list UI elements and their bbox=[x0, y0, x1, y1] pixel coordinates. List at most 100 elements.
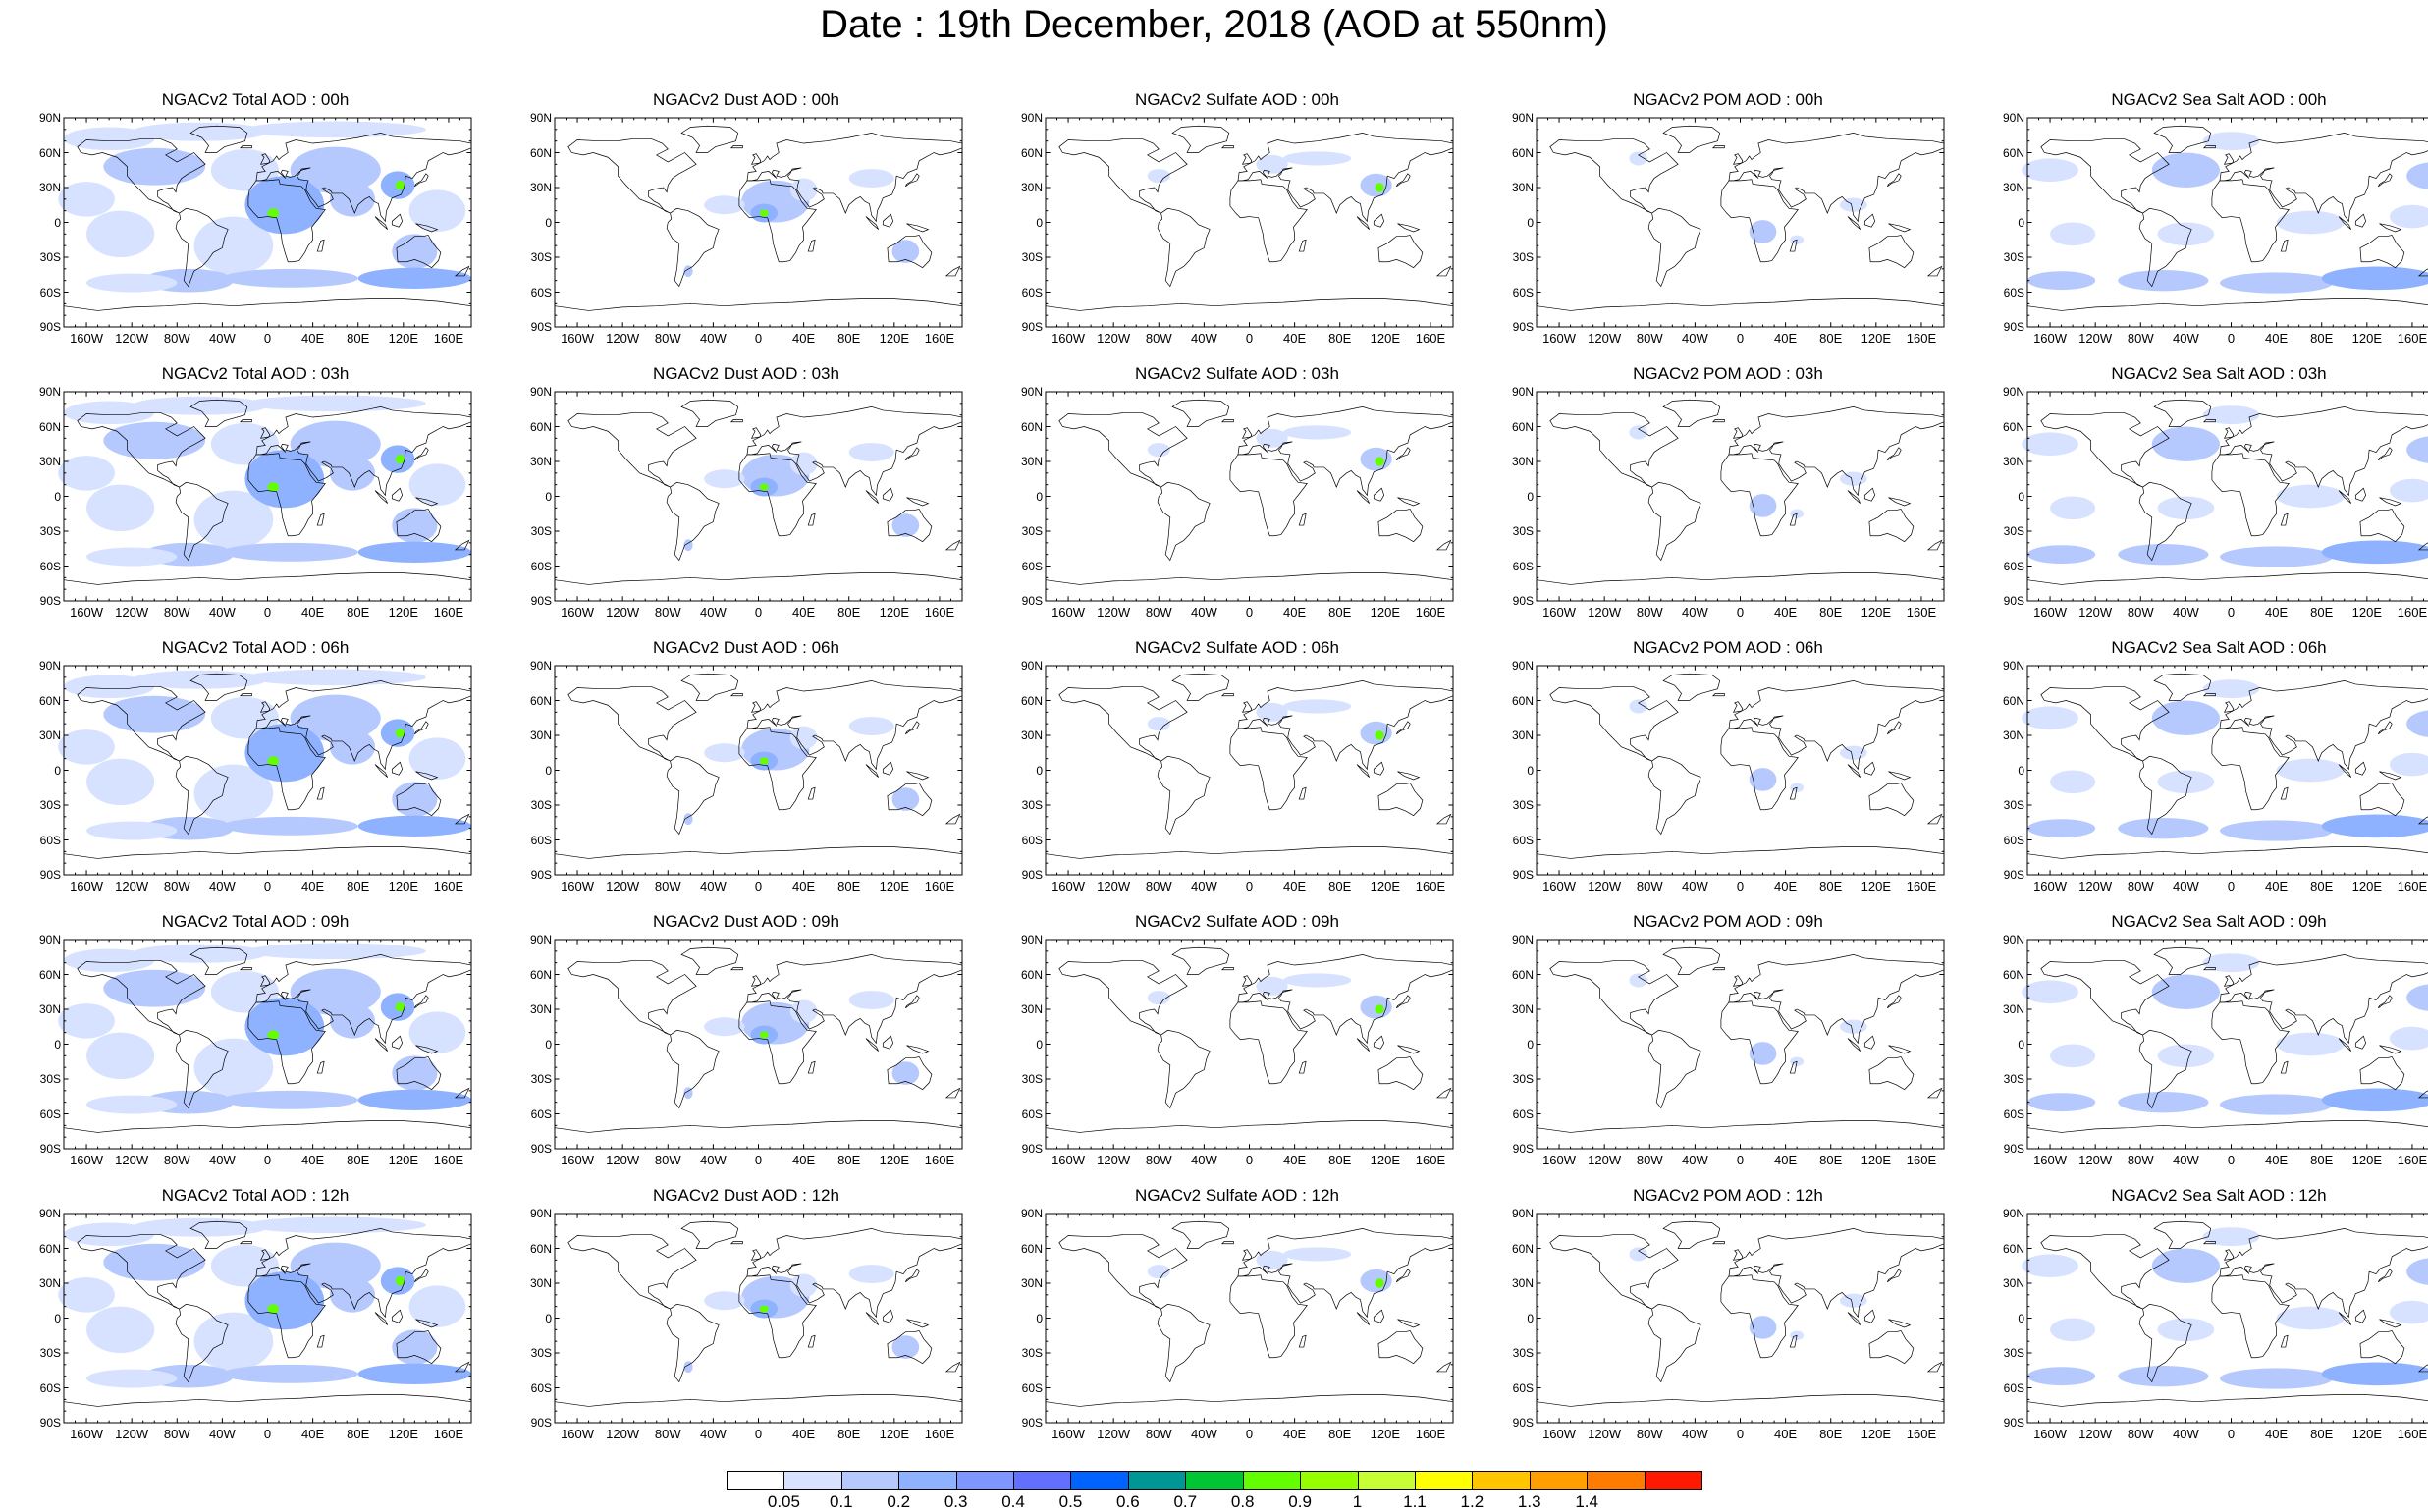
lat-tick-label: 30S bbox=[530, 524, 552, 538]
lon-tick-label: 40E bbox=[2265, 879, 2289, 893]
aod-patch bbox=[2276, 1306, 2345, 1330]
coastline bbox=[1729, 133, 1944, 221]
panel-title: NGACv2 Sea Salt AOD : 03h bbox=[2111, 364, 2327, 383]
aod-patch bbox=[2027, 819, 2096, 838]
coastline bbox=[2281, 787, 2288, 799]
lon-tick-label: 40W bbox=[2173, 331, 2199, 346]
aod-patch bbox=[2151, 1248, 2220, 1283]
aod-patch bbox=[58, 1003, 115, 1039]
coastline bbox=[2220, 406, 2428, 495]
panel-title: NGACv2 Dust AOD : 00h bbox=[653, 90, 839, 109]
world-map bbox=[555, 940, 962, 1149]
coastline bbox=[456, 1362, 469, 1371]
aod-patch bbox=[58, 456, 115, 491]
aod-patch bbox=[58, 182, 115, 217]
coastline bbox=[416, 1046, 438, 1053]
coastline bbox=[2212, 1275, 2289, 1358]
lat-tick-label: 90N bbox=[1511, 385, 1534, 399]
coastline bbox=[248, 454, 325, 536]
coastline bbox=[1663, 947, 1720, 974]
lon-tick-label: 80E bbox=[2310, 1427, 2334, 1441]
lat-tick-label: 0 bbox=[2018, 215, 2024, 230]
aod-patch bbox=[290, 694, 381, 741]
lat-tick-label: 60S bbox=[1021, 559, 1043, 573]
lat-tick-label: 30S bbox=[2003, 798, 2024, 812]
coastline bbox=[2419, 540, 2428, 549]
aod-patch bbox=[848, 443, 894, 461]
aod-patch bbox=[395, 454, 405, 464]
coastline bbox=[397, 510, 441, 542]
aod-patch bbox=[408, 1011, 466, 1053]
lat-tick-label: 30N bbox=[2002, 729, 2024, 742]
colorbar-swatch bbox=[1644, 1471, 1702, 1490]
lat-tick-label: 0 bbox=[54, 763, 61, 778]
aod-patch bbox=[1749, 1042, 1777, 1065]
coastline bbox=[1059, 960, 1187, 1035]
lon-tick-label: 0 bbox=[1245, 331, 1254, 346]
coastline bbox=[681, 1221, 738, 1248]
aod-patch bbox=[1749, 1316, 1777, 1339]
lat-tick-label: 90N bbox=[1020, 111, 1043, 125]
lat-tick-label: 60S bbox=[1512, 1380, 1534, 1395]
colorbar-swatch bbox=[1414, 1471, 1474, 1490]
coastline bbox=[1790, 1335, 1797, 1347]
lon-tick-label: 0 bbox=[1245, 879, 1254, 893]
coastline bbox=[78, 686, 205, 761]
coastline bbox=[2355, 1036, 2365, 1049]
aod-patch bbox=[891, 787, 920, 811]
lat-tick-label: 0 bbox=[1036, 763, 1043, 778]
coastline bbox=[1243, 154, 1252, 165]
lat-tick-label: 90N bbox=[529, 111, 552, 125]
lat-tick-label: 30S bbox=[1512, 798, 1534, 812]
aod-patch bbox=[2389, 478, 2428, 503]
lat-tick-label: 90S bbox=[530, 868, 552, 882]
coastline bbox=[1887, 722, 1901, 734]
aod-patch bbox=[267, 482, 280, 492]
lat-tick-label: 60N bbox=[1511, 967, 1534, 982]
aod-patch bbox=[704, 1017, 745, 1037]
lon-tick-label: 0 bbox=[263, 1153, 272, 1167]
coastline bbox=[888, 1057, 932, 1090]
world-map bbox=[555, 392, 962, 601]
coastline bbox=[866, 491, 879, 504]
lat-tick-label: 30S bbox=[2003, 1346, 2024, 1360]
coastline bbox=[2281, 1061, 2288, 1073]
aod-patch bbox=[64, 948, 155, 973]
world-map bbox=[58, 392, 471, 601]
aod-patch bbox=[1256, 976, 1288, 996]
coastline bbox=[888, 783, 932, 816]
lat-tick-label: 30N bbox=[2002, 455, 2024, 468]
coastline bbox=[392, 488, 402, 501]
lat-tick-label: 60S bbox=[530, 833, 552, 847]
lat-tick-label: 0 bbox=[1036, 1037, 1043, 1052]
lat-tick-label: 60N bbox=[1511, 419, 1534, 434]
lon-tick-label: 80W bbox=[1636, 1153, 1663, 1167]
lon-tick-label: 160E bbox=[1906, 1153, 1937, 1167]
coastline bbox=[907, 498, 929, 506]
aod-patch bbox=[86, 273, 178, 293]
coastline bbox=[392, 762, 402, 775]
aod-patch bbox=[64, 675, 155, 699]
aod-patch bbox=[759, 209, 769, 217]
lon-tick-label: 120W bbox=[115, 331, 149, 346]
coastline bbox=[256, 133, 471, 221]
world-map bbox=[1046, 118, 1453, 327]
coastline bbox=[905, 722, 919, 734]
coastline bbox=[1243, 702, 1252, 713]
coastline bbox=[2204, 145, 2216, 147]
aod-patch bbox=[1256, 702, 1288, 722]
lat-tick-label: 30S bbox=[1512, 1072, 1534, 1086]
lat-tick-label: 30S bbox=[530, 1346, 552, 1360]
coastline bbox=[2041, 686, 2169, 761]
lon-tick-label: 120E bbox=[1861, 331, 1892, 346]
coastline bbox=[907, 1046, 929, 1053]
aod-patch bbox=[267, 208, 280, 218]
lat-tick-label: 0 bbox=[54, 489, 61, 504]
aod-patch bbox=[2389, 204, 2428, 229]
coastline bbox=[747, 680, 962, 769]
coastline bbox=[1299, 787, 1306, 799]
aod-patch bbox=[64, 127, 155, 151]
lon-tick-label: 80W bbox=[2127, 331, 2154, 346]
lon-tick-label: 80W bbox=[1636, 331, 1663, 346]
world-map bbox=[1537, 118, 1944, 327]
